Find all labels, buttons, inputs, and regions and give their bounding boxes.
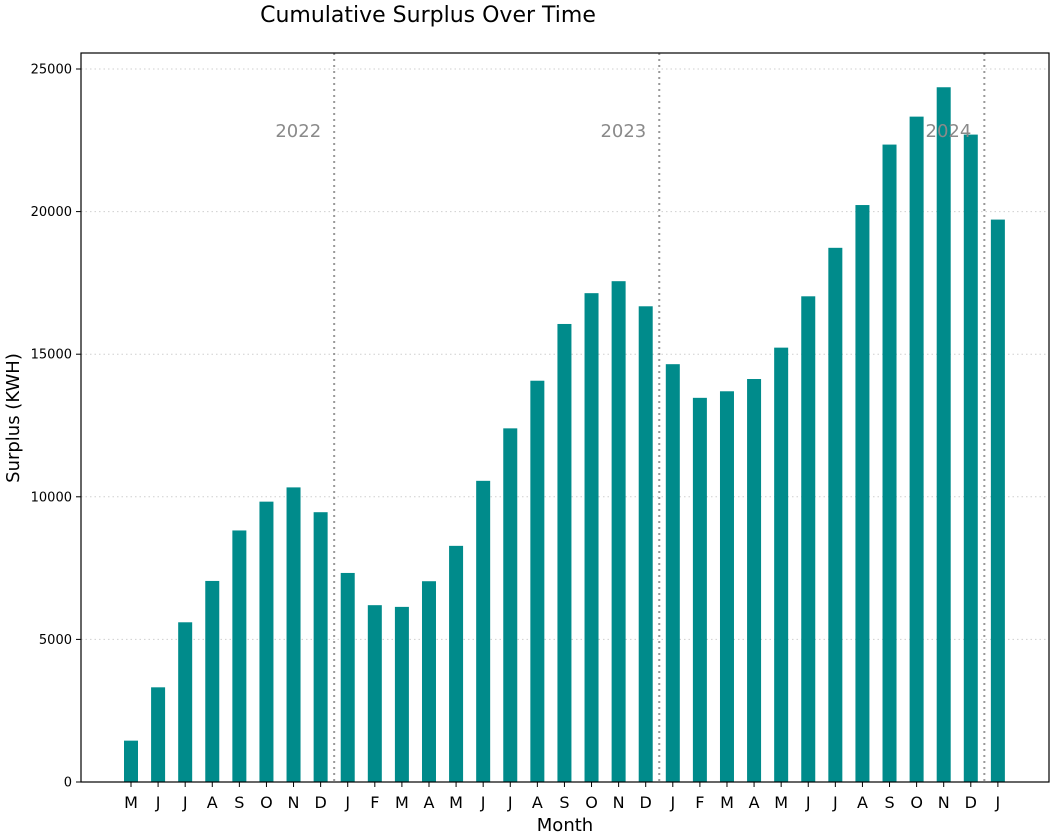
year-label: 2024: [926, 121, 972, 142]
x-tick-label: J: [832, 793, 838, 812]
bar: [124, 740, 138, 782]
bar: [936, 87, 951, 782]
x-tick-label: M: [395, 793, 409, 812]
bar: [151, 687, 166, 782]
x-tick-label: M: [720, 793, 734, 812]
x-tick-label: J: [805, 793, 811, 812]
x-tick-label: J: [995, 793, 1001, 812]
y-axis: 0 5000 10000 15000 20000 25000: [31, 63, 81, 791]
x-tick-label: F: [695, 793, 704, 812]
bar: [476, 480, 491, 782]
bar: [259, 501, 274, 782]
bar: [394, 606, 409, 782]
bar: [286, 487, 301, 782]
x-tick-label: N: [288, 793, 300, 812]
y-axis-label: Surplus (KWH): [3, 353, 24, 483]
bar: [530, 380, 545, 782]
x-tick-label: M: [774, 793, 788, 812]
bar: [774, 347, 789, 782]
bar: [611, 281, 626, 782]
bar: [747, 379, 762, 782]
bar: [665, 364, 680, 782]
bar: [232, 530, 247, 782]
bar: [909, 116, 924, 782]
bar: [855, 205, 870, 782]
bar: [692, 397, 707, 782]
bar: [367, 605, 382, 782]
bar: [801, 296, 816, 782]
x-tick-label: S: [884, 793, 894, 812]
x-tick-label: A: [207, 793, 218, 812]
x-tick-label: S: [234, 793, 244, 812]
x-tick-label: J: [507, 793, 513, 812]
x-tick-label: D: [314, 793, 326, 812]
y-tick-label: 5000: [39, 633, 72, 648]
x-axis-label: Month: [537, 815, 593, 836]
x-tick-label: O: [585, 793, 598, 812]
bar: [719, 391, 734, 782]
y-tick-label: 20000: [31, 205, 72, 220]
x-tick-label: N: [613, 793, 625, 812]
bar: [638, 306, 653, 782]
plot-frame: [80, 52, 1050, 783]
x-tick-label: A: [532, 793, 543, 812]
x-tick-label: D: [965, 793, 977, 812]
y-tick-label: 10000: [31, 490, 72, 505]
bar: [503, 428, 518, 782]
x-tick-label: J: [344, 793, 350, 812]
y-tick-label: 15000: [31, 348, 72, 363]
x-tick-label: J: [480, 793, 486, 812]
x-tick-label: O: [260, 793, 273, 812]
bar: [963, 134, 978, 782]
x-tick-label: O: [910, 793, 923, 812]
x-tick-label: J: [155, 793, 161, 812]
bars: [124, 87, 1005, 783]
x-tick-label: A: [749, 793, 760, 812]
x-tick-label: M: [124, 793, 138, 812]
bar: [990, 219, 1005, 783]
x-tick-label: A: [424, 793, 435, 812]
bar: [882, 144, 897, 782]
x-tick-label: D: [640, 793, 652, 812]
year-label: 2022: [275, 121, 321, 142]
bar: [313, 512, 328, 782]
x-tick-label: J: [669, 793, 675, 812]
bar: [828, 247, 843, 782]
bar: [340, 572, 355, 782]
x-tick-label: A: [857, 793, 868, 812]
chart-title: Cumulative Surplus Over Time: [260, 3, 596, 28]
x-tick-label: M: [449, 793, 463, 812]
x-tick-label: F: [370, 793, 379, 812]
year-dividers: 2022 2023 2024: [275, 53, 986, 782]
year-label: 2023: [600, 121, 646, 142]
bar: [178, 622, 193, 782]
y-tick-label: 0: [64, 776, 72, 791]
x-tick-label: S: [559, 793, 569, 812]
bar: [584, 293, 599, 782]
x-tick-label: N: [938, 793, 950, 812]
y-tick-label: 25000: [31, 63, 72, 78]
x-tick-label: J: [182, 793, 188, 812]
bar: [205, 580, 220, 782]
bar: [557, 323, 572, 782]
bar: [421, 581, 436, 782]
bar: [449, 545, 464, 782]
